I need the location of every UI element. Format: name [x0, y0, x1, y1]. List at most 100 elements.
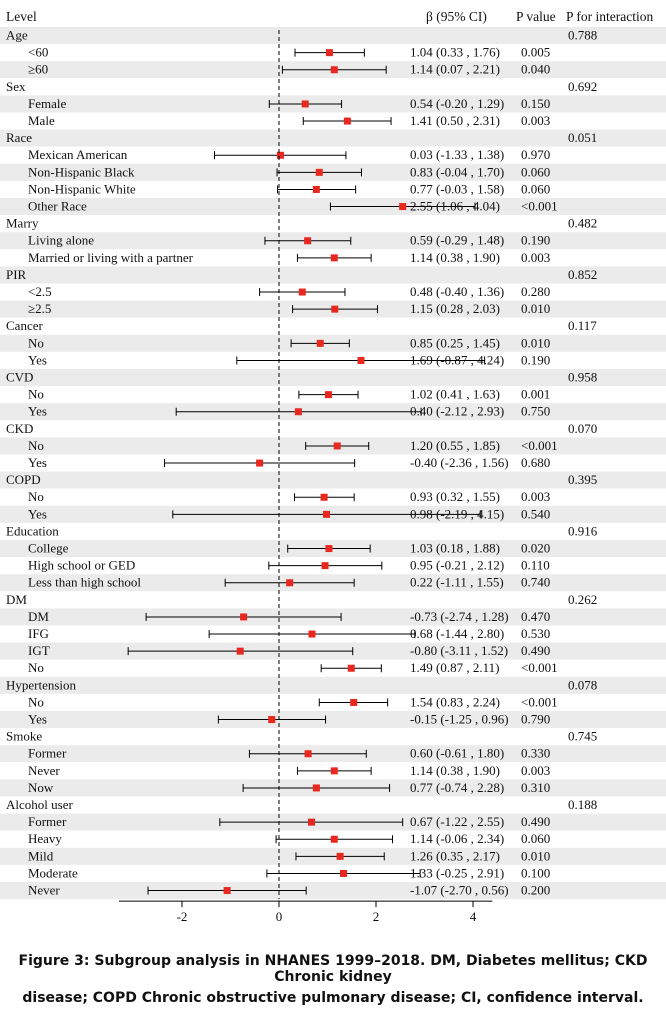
p-value: 0.003 — [521, 113, 550, 128]
subgroup-label: Mild — [28, 848, 54, 863]
subgroup-label: Yes — [28, 404, 47, 419]
p-interaction-value: 0.117 — [568, 318, 597, 333]
p-value: <0.001 — [521, 660, 558, 675]
point-estimate — [307, 818, 315, 826]
point-estimate — [316, 339, 324, 347]
point-estimate — [286, 579, 294, 587]
group-label: Smoke — [6, 729, 42, 744]
beta-ci-value: 1.33 (-0.25 , 2.91) — [410, 865, 504, 880]
beta-ci-value: 2.55 (1.06 , 4.04) — [410, 199, 500, 214]
subgroup-label: No — [28, 438, 44, 453]
beta-ci-value: 1.03 (0.18 , 1.88) — [410, 541, 500, 556]
subgroup-label: ≥60 — [28, 62, 48, 77]
subgroup-label: <2.5 — [28, 284, 52, 299]
p-value: 0.310 — [521, 780, 550, 795]
row-band — [0, 215, 666, 233]
group-label: DM — [6, 592, 27, 607]
p-value: 0.010 — [521, 335, 550, 350]
p-interaction-value: 0.745 — [568, 729, 597, 744]
subgroup-label: Less than high school — [28, 575, 141, 590]
subgroup-label: Non-Hispanic White — [28, 181, 136, 196]
p-value: 0.005 — [521, 45, 550, 60]
subgroup-label: IFG — [28, 626, 49, 641]
subgroup-label: Heavy — [28, 831, 62, 846]
point-estimate — [276, 151, 284, 159]
subgroup-label: No — [28, 660, 44, 675]
beta-ci-value: 1.04 (0.33 , 1.76) — [410, 45, 500, 60]
beta-ci-value: 0.68 (-1.44 , 2.80) — [410, 626, 504, 641]
point-estimate — [343, 117, 351, 125]
row-band — [0, 522, 666, 540]
beta-ci-value: 1.14 (0.07 , 2.21) — [410, 62, 500, 77]
group-label: Sex — [6, 79, 26, 94]
subgroup-label: Yes — [28, 352, 47, 367]
point-estimate — [315, 168, 323, 176]
point-estimate — [298, 288, 306, 296]
p-value: 0.200 — [521, 883, 550, 898]
beta-ci-value: 1.26 (0.35 , 2.17) — [410, 848, 500, 863]
beta-ci-value: 0.67 (-1.22 , 2.55) — [410, 814, 504, 829]
beta-ci-value: -1.07 (-2.70 , 0.56) — [410, 883, 509, 898]
beta-ci-value: -0.40 (-2.36 , 1.56) — [410, 455, 509, 470]
point-estimate — [340, 869, 348, 877]
p-value: <0.001 — [521, 199, 558, 214]
p-value: 0.490 — [521, 814, 550, 829]
subgroup-label: Now — [28, 780, 54, 795]
beta-ci-value: 0.48 (-0.40 , 1.36) — [410, 284, 504, 299]
beta-ci-value: 0.22 (-1.11 , 1.55) — [410, 575, 504, 590]
subgroup-label: Male — [28, 113, 55, 128]
row-band — [0, 266, 666, 284]
subgroup-label: DM — [28, 609, 49, 624]
row-band — [0, 711, 666, 729]
group-label: Race — [6, 130, 32, 145]
beta-ci-value: 1.15 (0.28 , 2.03) — [410, 301, 500, 316]
point-estimate — [323, 510, 331, 518]
subgroup-label: Moderate — [28, 865, 78, 880]
subgroup-label: Yes — [28, 455, 47, 470]
p-value: 0.040 — [521, 62, 550, 77]
p-value: 0.060 — [521, 181, 550, 196]
forest-plot: Level β (95% CI) P value P for interacti… — [0, 9, 666, 925]
beta-ci-value: 1.69 (-0.87 , 4.24) — [410, 352, 504, 367]
p-value: 0.540 — [521, 506, 550, 521]
subgroup-label: Former — [28, 814, 67, 829]
subgroup-label: Non-Hispanic Black — [28, 164, 135, 179]
beta-ci-value: 0.83 (-0.04 , 1.70) — [410, 164, 504, 179]
beta-ci-value: 1.20 (0.55 , 1.85) — [410, 438, 500, 453]
subgroup-label: No — [28, 694, 44, 709]
point-estimate — [321, 562, 329, 570]
p-interaction-value: 0.958 — [568, 370, 597, 385]
point-estimate — [240, 613, 248, 621]
subgroup-label: Mexican American — [28, 147, 128, 162]
p-value: 0.330 — [521, 746, 550, 761]
p-interaction-value: 0.051 — [568, 130, 597, 145]
row-band — [0, 728, 666, 746]
subgroup-label: High school or GED — [28, 558, 135, 573]
beta-ci-value: -0.15 (-1.25 , 0.96) — [410, 712, 509, 727]
subgroup-label: Yes — [28, 506, 47, 521]
row-band — [0, 471, 666, 489]
figure-caption-line-2: disease; COPD Chronic obstructive pulmon… — [22, 990, 644, 1006]
point-estimate — [236, 647, 244, 655]
subgroup-label: Former — [28, 746, 67, 761]
row-band — [0, 369, 666, 387]
point-estimate — [308, 630, 316, 638]
subgroup-label: College — [28, 541, 69, 556]
p-value: 0.010 — [521, 848, 550, 863]
group-label: Alcohol user — [6, 797, 73, 812]
point-estimate — [330, 66, 338, 74]
p-interaction-value: 0.788 — [568, 28, 597, 43]
group-label: COPD — [6, 472, 41, 487]
x-tick-label: 4 — [470, 909, 477, 924]
row-band — [0, 317, 666, 335]
p-interaction-value: 0.852 — [568, 267, 597, 282]
subgroup-label: No — [28, 335, 44, 350]
table-text: Age 0.788 <60 1.04 (0.33 , 1.76) 0.005 ≥60 1.1… — [6, 28, 598, 925]
subgroup-label: Yes — [28, 712, 47, 727]
row-band — [0, 882, 666, 900]
p-value: 0.100 — [521, 865, 550, 880]
p-value: 0.470 — [521, 609, 550, 624]
point-estimate — [256, 459, 264, 467]
row-band — [0, 78, 666, 96]
beta-ci-value: 1.14 (0.38 , 1.90) — [410, 763, 500, 778]
